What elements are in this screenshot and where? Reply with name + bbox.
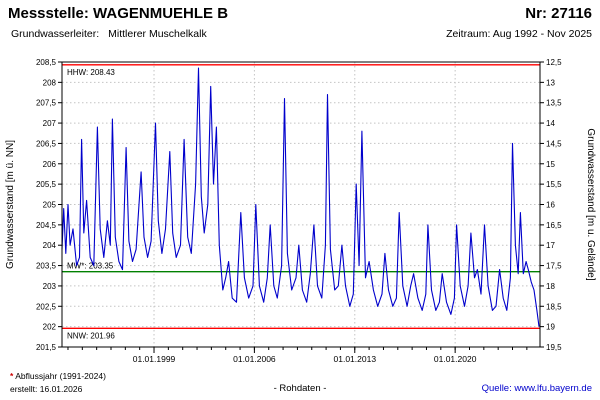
y-tick-label-right: 15 — [546, 160, 555, 169]
series-line — [61, 67, 540, 327]
y-tick-label-left: 205,5 — [36, 180, 57, 189]
aquifer-value: Mittlerer Muschelkalk — [108, 28, 207, 40]
y-tick-label-right: 12,5 — [546, 58, 562, 67]
x-tick-label: 01.01.2013 — [334, 354, 377, 364]
y-tick-label-left: 202 — [43, 323, 57, 332]
x-tick-label: 01.01.1999 — [133, 354, 176, 364]
header-row: Messstelle: WAGENMUEHLE B Nr: 27116 — [8, 5, 592, 22]
y-tick-label-left: 206 — [43, 160, 57, 169]
y-tick-label-left: 201,5 — [36, 343, 57, 352]
y-tick-label-left: 204,5 — [36, 221, 57, 230]
y-tick-label-left: 204 — [43, 241, 57, 250]
footnote-text: Abflussjahr (1991-2024) — [13, 371, 106, 381]
y-tick-label-right: 14,5 — [546, 139, 562, 148]
x-tick-label: 01.01.2006 — [233, 354, 276, 364]
y-axis-title-left: Grundwasserstand [m ü. NN] — [5, 140, 16, 269]
station-number: Nr: 27116 — [525, 5, 592, 22]
y-tick-label-right: 13,5 — [546, 99, 562, 108]
source-link[interactable]: Quelle: www.lfu.bayern.de — [481, 383, 592, 394]
y-axis-title-right: Grundwasserstand [m u. Gelände] — [585, 128, 596, 281]
x-tick-label: 01.01.2020 — [434, 354, 477, 364]
y-tick-label-right: 18,5 — [546, 302, 562, 311]
y-tick-label-right: 18 — [546, 282, 555, 291]
y-tick-label-left: 203 — [43, 282, 57, 291]
aquifer-label: Grundwasserleiter: — [11, 28, 100, 40]
ref-line-label-nnw: NNW: 201.96 — [67, 331, 115, 340]
period-label: Zeitraum: Aug 1992 - Nov 2025 — [446, 28, 592, 40]
y-tick-label-left: 205 — [43, 201, 57, 210]
y-tick-label-right: 16,5 — [546, 221, 562, 230]
y-tick-label-right: 19,5 — [546, 343, 562, 352]
y-tick-label-right: 14 — [546, 119, 555, 128]
y-tick-label-left: 203,5 — [36, 262, 57, 271]
y-tick-label-left: 202,5 — [36, 302, 57, 311]
ref-line-label-mw: MW*: 203.35 — [67, 262, 114, 271]
footnote: * Abflussjahr (1991-2024) — [10, 371, 106, 381]
plot-border — [61, 61, 541, 348]
y-tick-label-right: 16 — [546, 201, 555, 210]
subheader-row: Grundwasserleiter: Mittlerer Muschelkalk … — [11, 28, 592, 40]
created-date: erstellt: 16.01.2026 — [10, 384, 83, 394]
y-tick-label-right: 13 — [546, 78, 555, 87]
y-tick-label-right: 15,5 — [546, 180, 562, 189]
y-tick-label-left: 208 — [43, 78, 57, 87]
aquifer: Grundwasserleiter: Mittlerer Muschelkalk — [11, 28, 207, 40]
y-tick-label-right: 17,5 — [546, 262, 562, 271]
y-tick-label-left: 207 — [43, 119, 57, 128]
y-tick-label-left: 207,5 — [36, 99, 57, 108]
data-type-label: - Rohdaten - — [273, 383, 327, 394]
y-tick-label-right: 17 — [546, 241, 555, 250]
y-tick-label-right: 19 — [546, 323, 555, 332]
footnote-asterisk: * — [10, 371, 14, 381]
y-tick-label-left: 206,5 — [36, 139, 57, 148]
page-title: Messstelle: WAGENMUEHLE B — [8, 5, 229, 22]
ref-line-label-hhw: HHW: 208.43 — [67, 68, 115, 77]
y-tick-label-left: 208,5 — [36, 58, 57, 67]
